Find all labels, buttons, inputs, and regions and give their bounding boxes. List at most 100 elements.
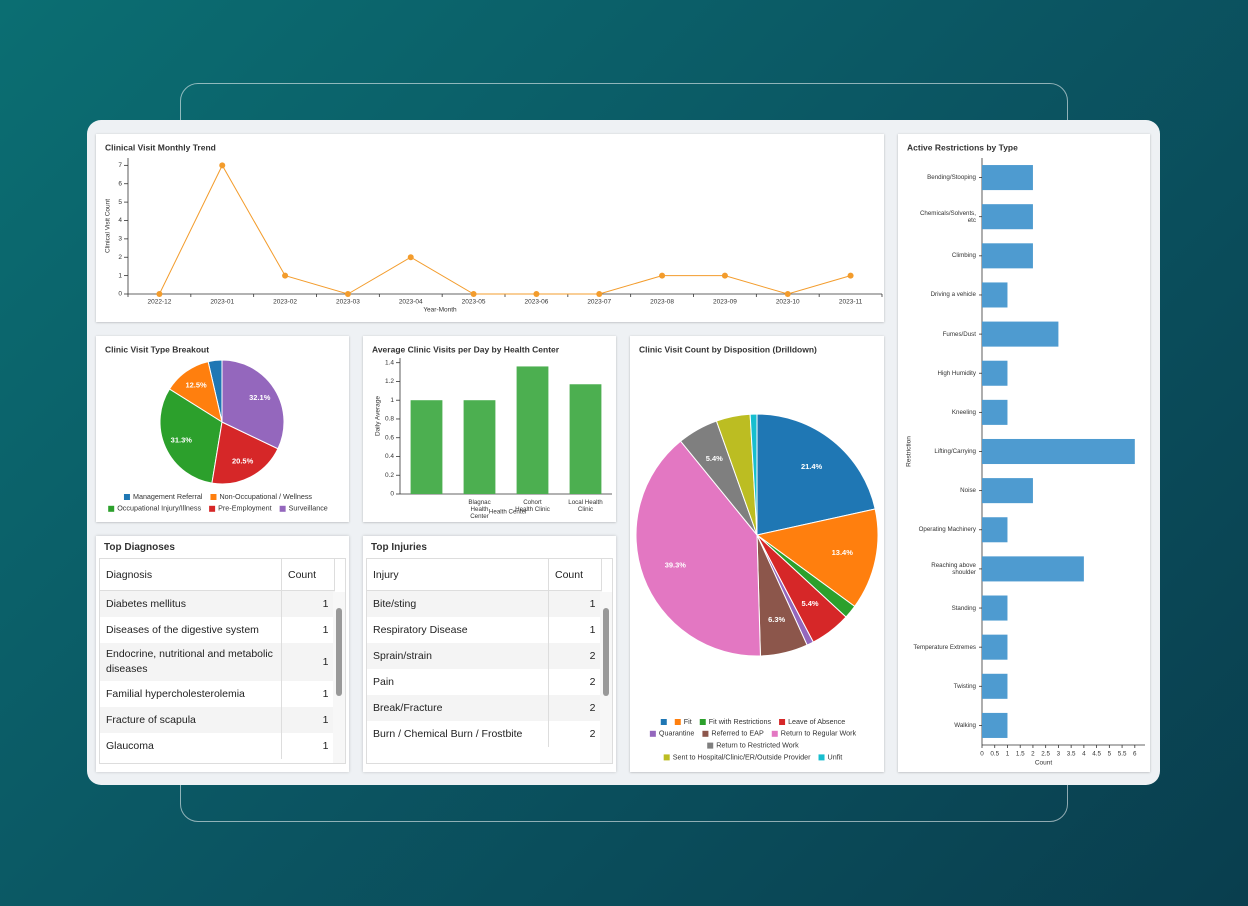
count-cell: 2: [548, 721, 602, 747]
y-tick-label: Kneeling: [951, 408, 976, 416]
x-tick-label: 4: [1082, 751, 1086, 758]
y-tick-label: 0.6: [385, 434, 394, 441]
y-tick-label: 0: [390, 491, 394, 498]
point: [282, 272, 289, 279]
point: [344, 291, 351, 297]
y-tick-label: Fumes/Dust: [942, 330, 976, 338]
bar: [982, 438, 1135, 465]
slice-label: 20.5%: [232, 457, 254, 466]
slice-label: 13.4%: [832, 548, 854, 557]
point: [156, 291, 163, 297]
x-tick-label: 2023-09: [713, 299, 737, 306]
slice-label: 5.4%: [802, 599, 819, 608]
x-tick-label: 2023-10: [776, 299, 800, 306]
data-table: Injury Count Bite/sting 1 Respiratory Diseas…: [367, 559, 602, 747]
x-tick-label: 2023-07: [587, 299, 611, 306]
chart-title: Clinic Visit Type Breakout: [105, 344, 209, 354]
chart-title: Average Clinic Visits per Day by Health …: [372, 344, 560, 354]
bar: [982, 204, 1033, 230]
y-tick-label: 0.8: [385, 416, 394, 423]
x-tick-label: 2.5: [1041, 751, 1050, 758]
pie-slice: [755, 508, 879, 608]
name-cell: Sprain/strain: [367, 643, 549, 669]
table-card: Top Injuries Injury Count Bite/sting 1 Respir…: [363, 536, 616, 772]
y-tick-label: Twisting: [953, 682, 976, 690]
y-tick-label: 3: [118, 236, 122, 243]
y-tick-label: 0: [118, 291, 122, 298]
table-wrap: Injury Count Bite/sting 1 Respiratory Diseas…: [366, 558, 613, 764]
name-cell: Glaucoma: [106, 739, 154, 752]
count-cell: 1: [548, 590, 602, 617]
legend-swatch: [660, 719, 667, 725]
point: [847, 272, 854, 279]
bar: [982, 517, 1008, 543]
chart-title: Active Restrictions by Type: [907, 142, 1018, 152]
x-axis-title: Year-Month: [423, 307, 457, 314]
legend-swatch: [210, 494, 217, 500]
bar: [410, 400, 443, 494]
x-tick-label: 0.5: [990, 751, 999, 758]
column-header[interactable]: Count: [548, 559, 602, 591]
pie-slice: [211, 421, 279, 485]
scrollbar[interactable]: [600, 592, 612, 763]
pie-slice: [221, 359, 285, 450]
legend-label: Return to Restricted Work: [716, 741, 799, 750]
x-tick-label: 2023-01: [210, 299, 234, 306]
y-tick-label: 6: [118, 180, 122, 187]
y-tick-label: Driving a vehicle: [930, 291, 976, 299]
y-tick-label: 4: [118, 217, 122, 224]
name-cell: Bite/sting: [367, 590, 549, 617]
slice-label: 6.3%: [768, 615, 785, 624]
x-axis-title: Health Center: [489, 509, 527, 516]
legend-swatch: [123, 494, 130, 500]
legend-swatch: [649, 730, 656, 737]
x-tick-label: 3: [1057, 751, 1061, 758]
table-title: Top Injuries: [371, 542, 427, 553]
count-cell: 1: [281, 707, 335, 733]
legend-swatch: [707, 742, 714, 749]
bar: [516, 366, 549, 494]
slice-label: 32.1%: [249, 393, 271, 402]
y-tick-label: Walking: [954, 721, 976, 729]
y-tick-label: 5: [118, 199, 122, 206]
legend-swatch: [771, 730, 778, 737]
bar: [463, 400, 496, 494]
count-cell: 1: [281, 733, 335, 759]
y-tick-label: Noise: [960, 487, 976, 495]
point: [596, 291, 603, 297]
name-cell: Fracture of scapula: [100, 707, 282, 733]
legend-swatch: [699, 719, 706, 725]
bar: [569, 384, 602, 494]
legend-label: Referred to EAP: [711, 729, 764, 738]
pie-slice: [749, 413, 758, 536]
table-wrap: Diagnosis Count Diabetes mellitus 1 Diseases…: [99, 558, 346, 764]
legend-swatch: [108, 505, 115, 512]
column-header[interactable]: Diagnosis: [100, 559, 282, 591]
x-tick-label: Local Health Clinic: [568, 499, 603, 513]
legend-label: Quarantine: [659, 729, 695, 738]
scrollbar[interactable]: [333, 592, 345, 763]
legend-label: Fit: [684, 717, 692, 726]
y-tick-label: 1.4: [385, 359, 394, 366]
y-tick-label: High Humidity: [937, 369, 976, 377]
bar: [982, 478, 1033, 504]
legend-swatch: [818, 754, 825, 761]
column-header[interactable]: Count: [281, 559, 335, 591]
chart-title: Clinical Visit Monthly Trend: [105, 142, 216, 152]
legend-swatch: [209, 505, 216, 512]
table-card: Top Diagnoses Diagnosis Count Diabetes mell…: [96, 536, 349, 772]
column-header[interactable]: Injury: [367, 559, 549, 591]
card: [96, 134, 884, 322]
x-tick-label: 2023-11: [839, 299, 863, 306]
chart-title: Clinic Visit Count by Disposition (Drill…: [639, 344, 817, 354]
count-cell: 1: [281, 617, 335, 643]
slice-label: 21.4%: [801, 462, 823, 471]
name-cell: Respiratory Disease: [373, 623, 468, 636]
point: [533, 291, 540, 297]
legend-label: Non-Occupational / Wellness: [219, 492, 312, 501]
x-tick-label: Cohort Health Clinic: [515, 499, 550, 513]
count-cell: 1: [281, 590, 335, 617]
bar: [982, 282, 1008, 308]
